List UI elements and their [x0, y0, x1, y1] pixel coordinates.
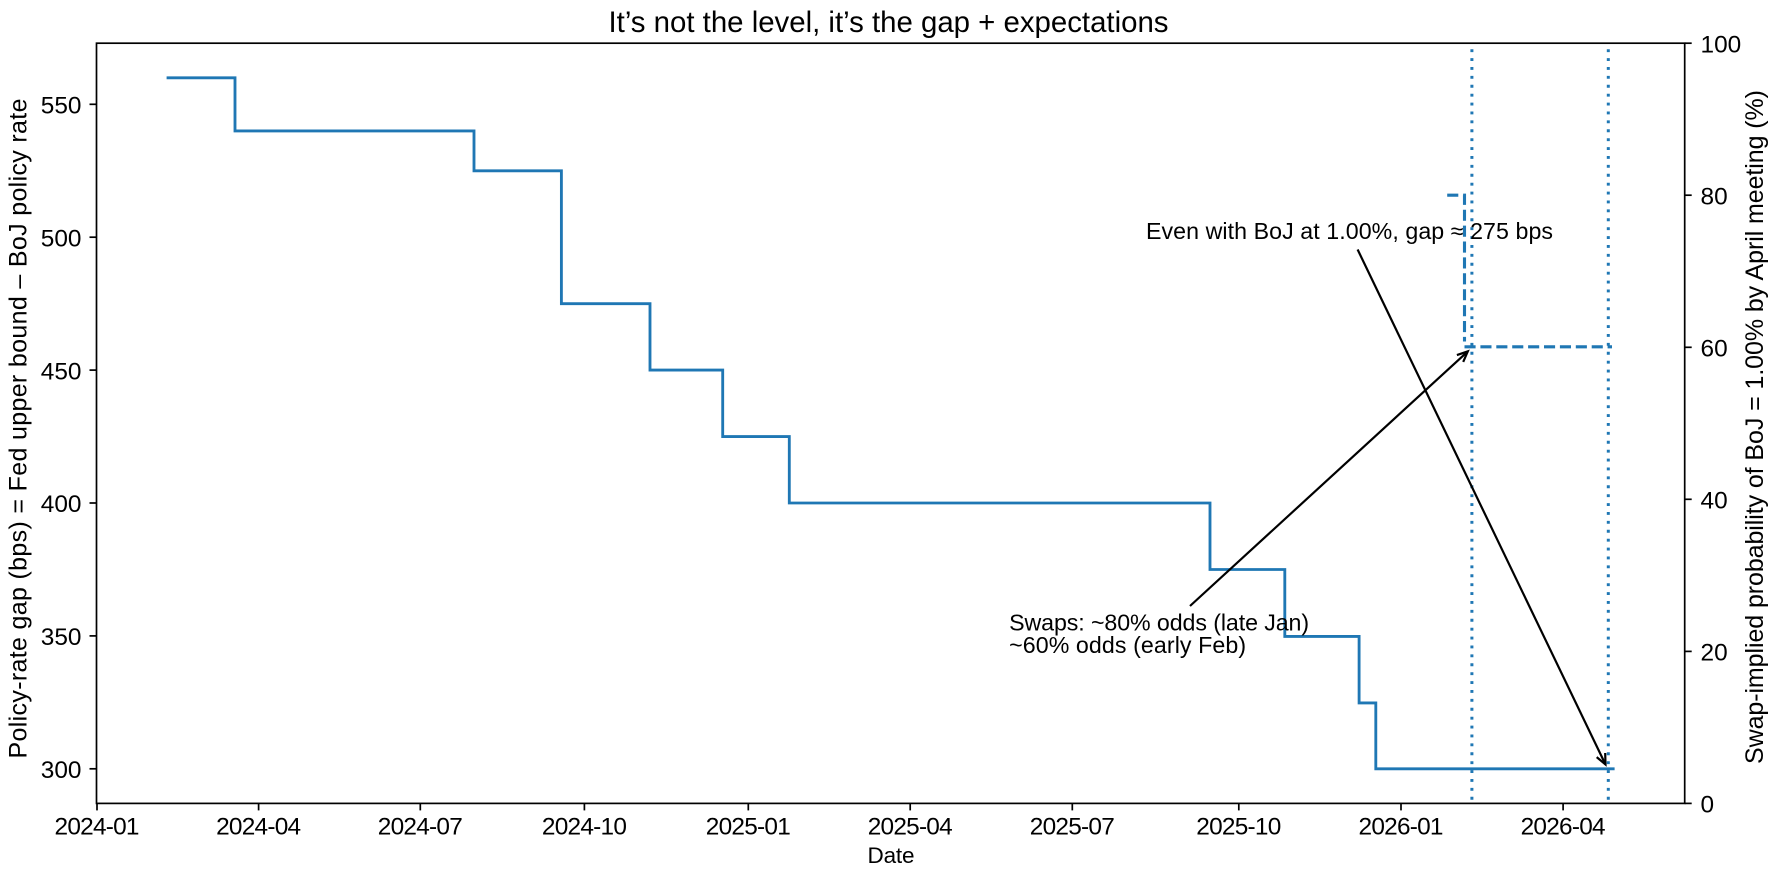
svg-text:2025-04: 2025-04: [868, 814, 953, 841]
svg-text:450: 450: [41, 358, 82, 385]
svg-text:2024-01: 2024-01: [55, 814, 140, 841]
svg-text:80: 80: [1701, 183, 1728, 210]
svg-text:20: 20: [1701, 640, 1728, 667]
svg-text:2026-04: 2026-04: [1521, 814, 1606, 841]
svg-text:2025-10: 2025-10: [1196, 814, 1281, 841]
svg-text:40: 40: [1701, 488, 1728, 515]
svg-text:Date: Date: [868, 843, 915, 868]
svg-text:100: 100: [1701, 31, 1742, 58]
svg-text:2025-07: 2025-07: [1030, 814, 1115, 841]
svg-text:Even with BoJ at 1.00%, gap ≈: Even with BoJ at 1.00%, gap ≈ 275 bps: [1146, 218, 1553, 244]
svg-text:500: 500: [41, 225, 82, 252]
svg-text:60: 60: [1701, 336, 1728, 363]
svg-text:2024-10: 2024-10: [542, 814, 627, 841]
svg-text:550: 550: [41, 93, 82, 120]
svg-text:~60% odds (early Feb): ~60% odds (early Feb): [1009, 632, 1246, 658]
svg-text:It’s not the level, it’s the g: It’s not the level, it’s the gap + expec…: [609, 6, 1169, 39]
svg-text:Policy-rate gap (bps) = Fed up: Policy-rate gap (bps) = Fed upper bound …: [4, 99, 32, 759]
svg-text:Swap-implied probability of Bo: Swap-implied probability of BoJ = 1.00% …: [1741, 90, 1769, 764]
svg-text:0: 0: [1701, 792, 1715, 819]
svg-text:400: 400: [41, 491, 82, 518]
svg-text:2025-01: 2025-01: [706, 814, 791, 841]
svg-text:350: 350: [41, 624, 82, 651]
svg-text:2024-04: 2024-04: [216, 814, 301, 841]
svg-text:2026-01: 2026-01: [1359, 814, 1444, 841]
svg-text:2024-07: 2024-07: [378, 814, 463, 841]
svg-text:Swaps: ~80% odds (late Jan): Swaps: ~80% odds (late Jan): [1009, 609, 1309, 635]
svg-text:300: 300: [41, 757, 82, 784]
